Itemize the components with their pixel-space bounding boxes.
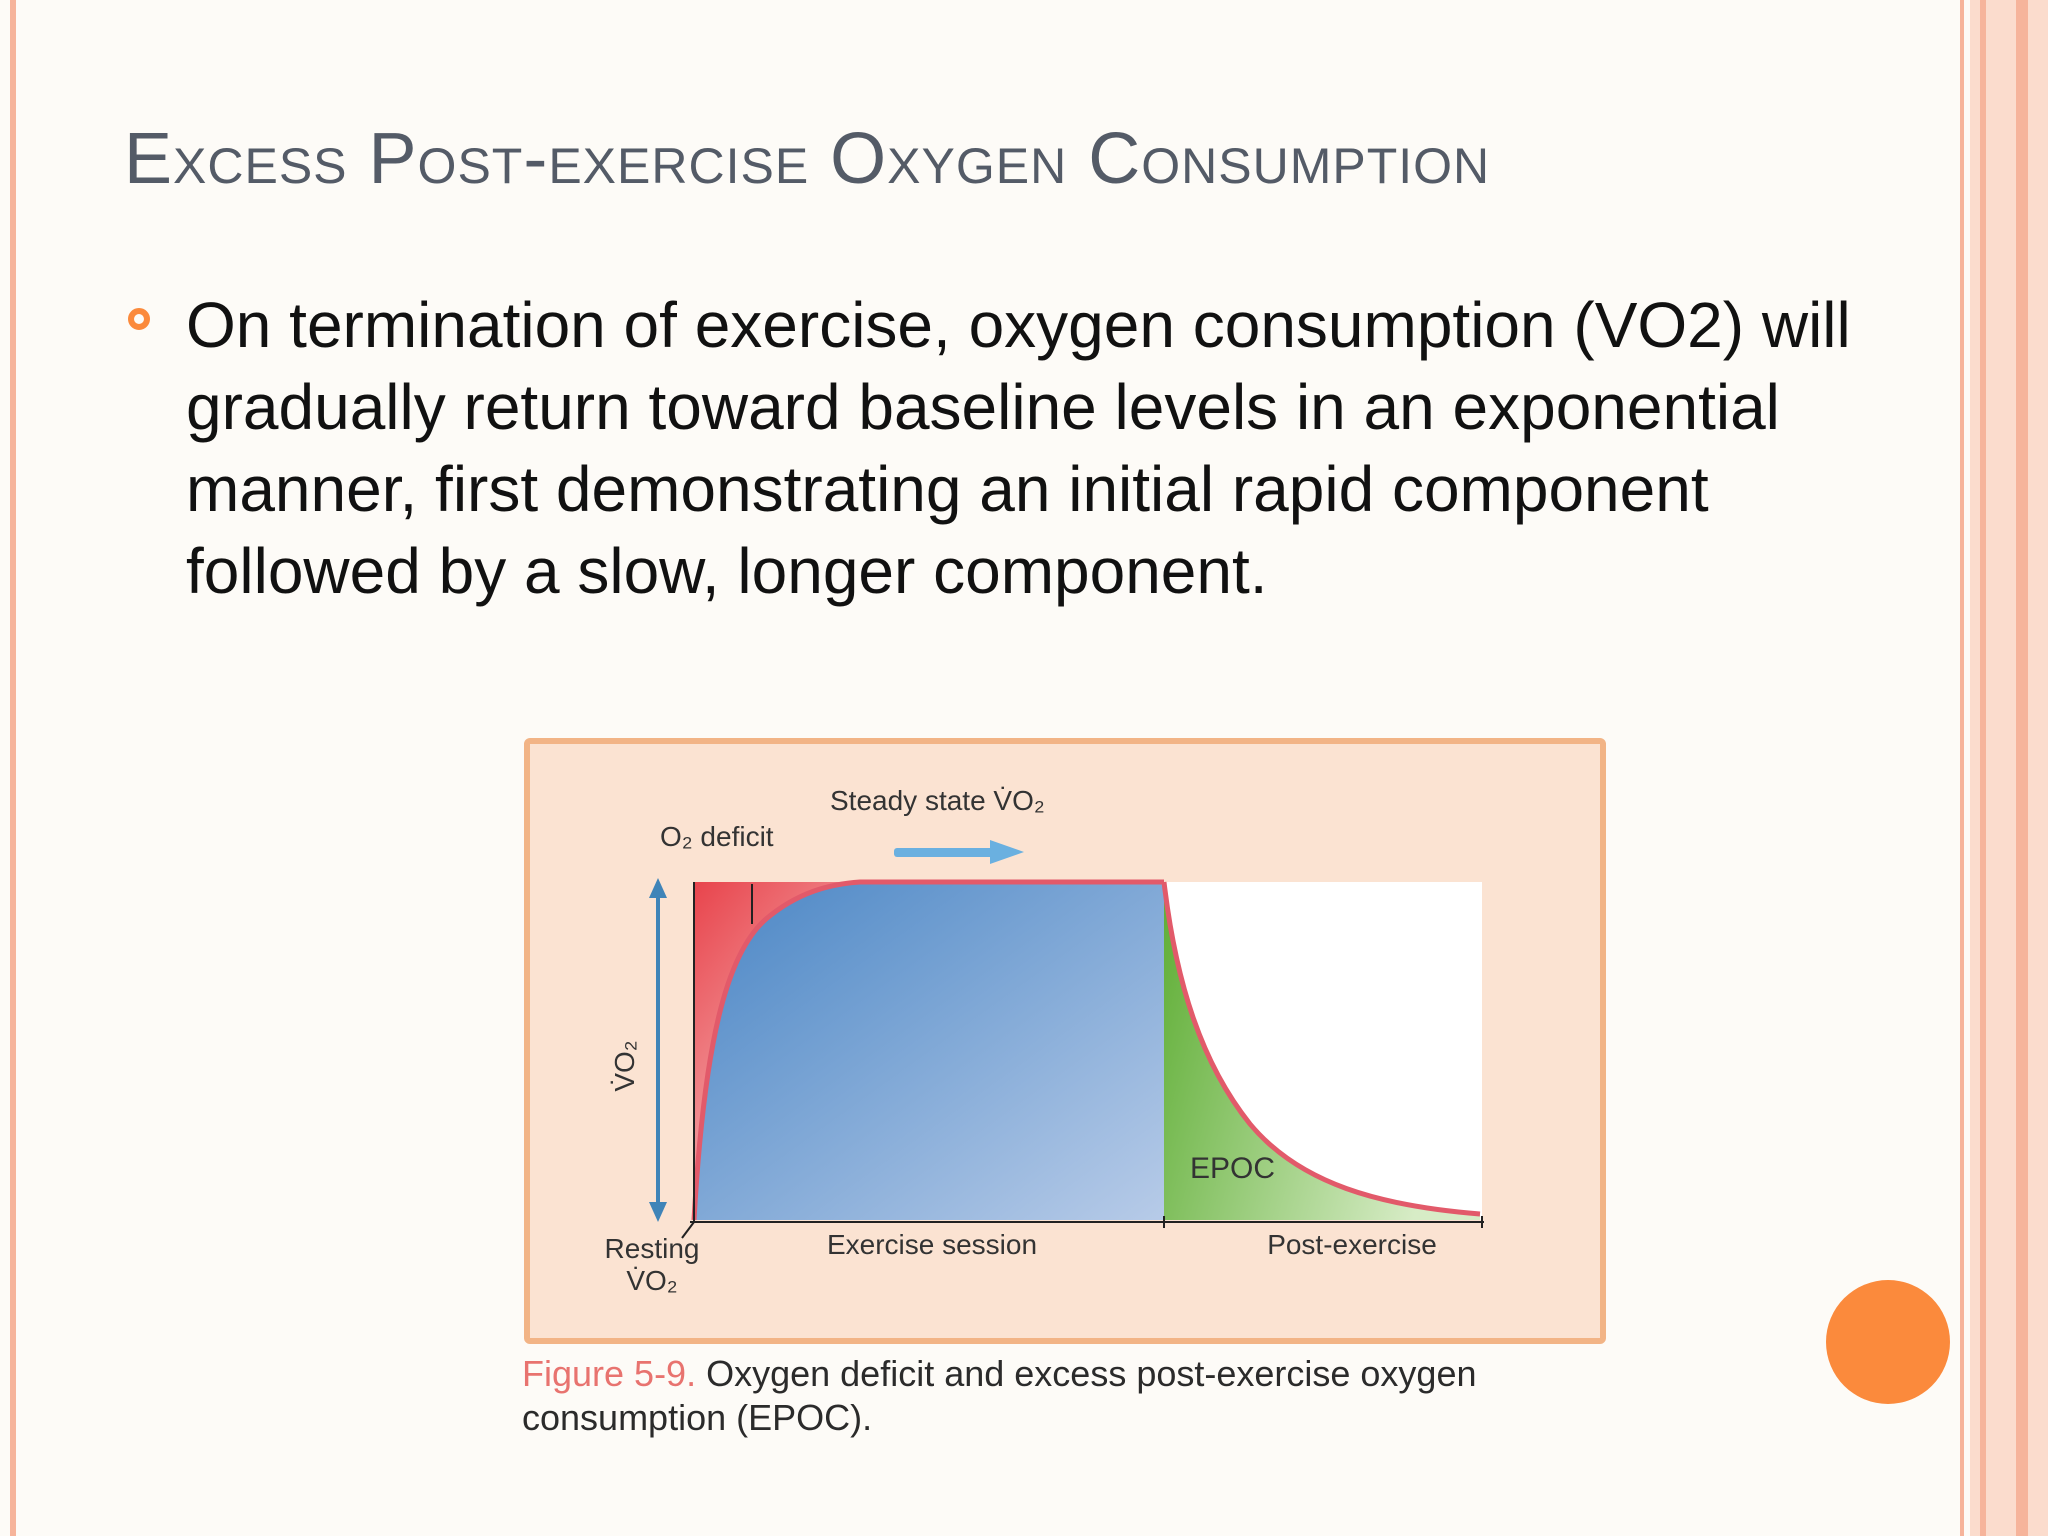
slide-title: Excess Post-exercise Oxygen Consumption [124, 119, 1491, 199]
resting-marker [681, 1221, 695, 1239]
epoc-figure: Steady state V̇O₂ O₂ deficit V̇O₂ EPOC R… [524, 738, 1606, 1344]
arrow-up-icon [649, 878, 667, 898]
epoc-region [1164, 882, 1480, 1220]
left-border-decoration [10, 0, 16, 1536]
figure-caption-text: Oxygen deficit and excess post-exercise … [522, 1353, 1477, 1438]
epoc-diagram: Steady state V̇O₂ O₂ deficit V̇O₂ EPOC R… [605, 785, 1484, 1296]
vo2-recovery-curve [1161, 881, 1481, 1217]
exercise-vo2-area [694, 882, 1164, 1220]
figure-number: Figure 5-9. [522, 1353, 697, 1394]
bullet-item: On termination of exercise, oxygen consu… [124, 284, 1864, 612]
exercise-session-label: Exercise session [827, 1229, 1037, 1260]
arrow-down-icon [649, 1202, 667, 1222]
decorative-orange-circle [1826, 1280, 1950, 1404]
y-axis-label: V̇O₂ [609, 1040, 640, 1091]
vo2-rise-curve [691, 879, 1164, 1221]
right-border-stripe [1980, 0, 1986, 1536]
steady-state-label: Steady state V̇O₂ [830, 785, 1045, 816]
resting-vo2-label: V̇O₂ [626, 1265, 677, 1296]
arrow-right-icon [990, 840, 1024, 864]
steady-state-arrow [894, 848, 994, 857]
right-border-stripe [2016, 0, 2028, 1536]
ring-bullet-icon [128, 308, 150, 330]
figure-caption: Figure 5-9. Oxygen deficit and excess po… [522, 1352, 1622, 1440]
o2-deficit-label: O₂ deficit [660, 821, 774, 852]
right-border-line [1960, 0, 1964, 1536]
epoc-label: EPOC [1190, 1152, 1275, 1185]
resting-label: Resting [605, 1233, 700, 1264]
post-exercise-label: Post-exercise [1267, 1229, 1437, 1260]
bullet-text: On termination of exercise, oxygen consu… [186, 289, 1851, 607]
right-border-band [1970, 0, 2048, 1536]
